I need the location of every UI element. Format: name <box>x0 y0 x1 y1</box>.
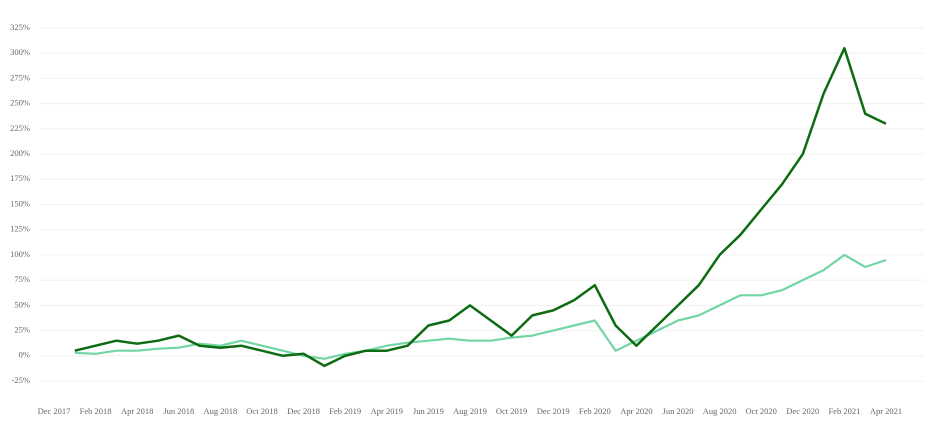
x-tick-label: Oct 2018 <box>246 406 277 416</box>
x-tick-label: Oct 2020 <box>745 406 776 416</box>
y-tick-label: 175% <box>10 173 30 183</box>
y-tick-label: 75% <box>14 274 30 284</box>
x-tick-label: Apr 2020 <box>620 406 652 416</box>
y-tick-label: 50% <box>14 299 30 309</box>
x-tick-label: Aug 2020 <box>703 406 737 416</box>
x-tick-label: Apr 2019 <box>371 406 403 416</box>
x-tick-label: Dec 2017 <box>38 406 71 416</box>
x-tick-label: Apr 2021 <box>870 406 902 416</box>
x-tick-label: Feb 2021 <box>828 406 860 416</box>
y-tick-label: -25% <box>12 375 30 385</box>
y-tick-label: 150% <box>10 198 30 208</box>
y-tick-label: 300% <box>10 47 30 57</box>
x-tick-label: Apr 2018 <box>121 406 153 416</box>
x-tick-label: Dec 2020 <box>786 406 819 416</box>
x-tick-label: Feb 2018 <box>80 406 112 416</box>
x-tick-label: Feb 2019 <box>329 406 361 416</box>
x-tick-label: Jun 2019 <box>413 406 444 416</box>
x-tick-label: Jun 2020 <box>663 406 694 416</box>
line-series <box>74 46 887 368</box>
x-tick-label: Aug 2019 <box>453 406 487 416</box>
x-tick-label: Oct 2019 <box>496 406 527 416</box>
x-tick-label: Dec 2018 <box>287 406 320 416</box>
x-tick-label: Dec 2019 <box>537 406 570 416</box>
y-tick-label: 325% <box>10 22 30 32</box>
y-tick-label: 200% <box>10 148 30 158</box>
y-tick-label: 250% <box>10 98 30 108</box>
y-tick-label: 125% <box>10 224 30 234</box>
x-tick-label: Aug 2018 <box>204 406 238 416</box>
y-tick-label: 0% <box>19 350 30 360</box>
y-tick-label: 100% <box>10 249 30 259</box>
x-tick-label: Feb 2020 <box>579 406 611 416</box>
line-series <box>74 253 887 360</box>
y-tick-label: 275% <box>10 72 30 82</box>
x-tick-label: Jun 2018 <box>163 406 194 416</box>
y-tick-label: 25% <box>14 325 30 335</box>
y-tick-label: 225% <box>10 123 30 133</box>
